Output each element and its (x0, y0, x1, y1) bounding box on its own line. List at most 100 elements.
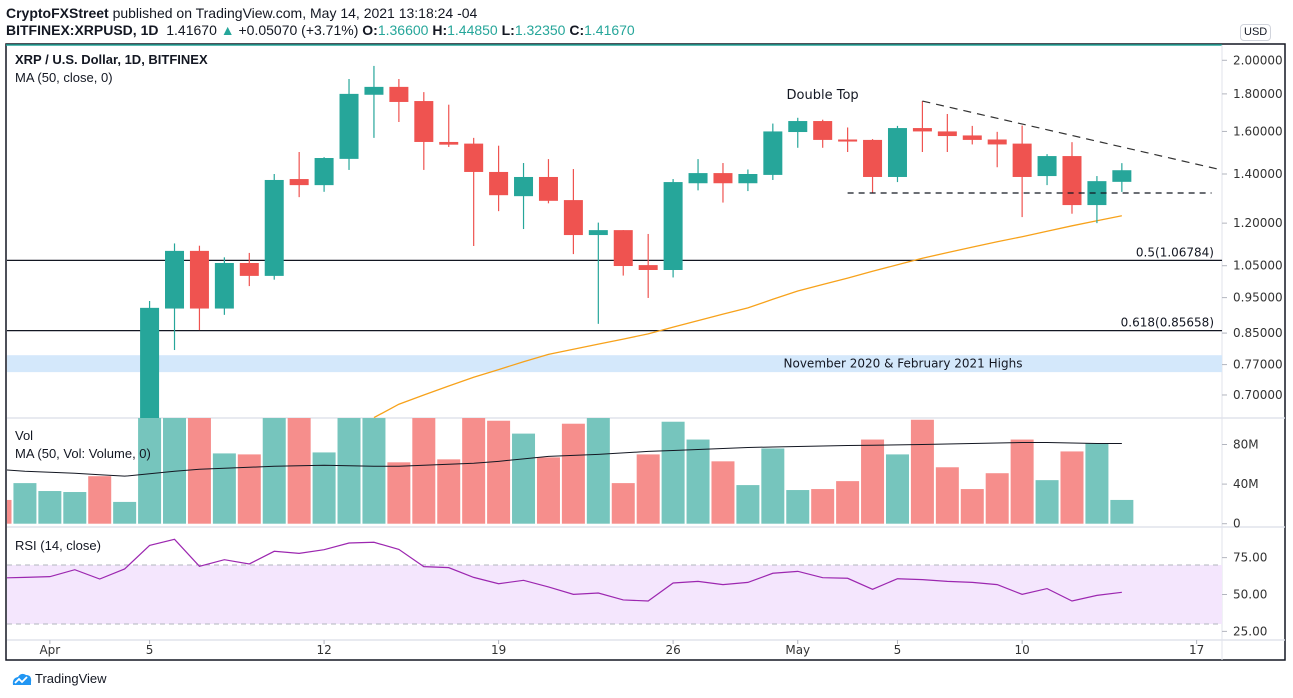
volume-bar (88, 476, 112, 524)
zone-label: November 2020 & February 2021 Highs (784, 357, 1023, 371)
open-label: O: (362, 22, 378, 38)
candle-body (1112, 170, 1132, 182)
candle-body (264, 179, 284, 276)
candle-body (1037, 156, 1057, 177)
candle-body (1012, 143, 1032, 177)
volume-bar (412, 418, 436, 524)
volume-bar (163, 418, 187, 524)
price-change: +0.05070 (+3.71%) (238, 22, 359, 38)
volume-bar (960, 489, 984, 524)
price-tick-label: 0.77000 (1233, 358, 1283, 372)
low-value: 1.32350 (514, 22, 566, 38)
candle-down (1062, 142, 1082, 214)
candle-body (863, 139, 883, 177)
volume-ma-line (7, 442, 1122, 477)
candle-body (239, 262, 259, 276)
volume-bar (910, 419, 934, 524)
price-tick-label: 0.70000 (1233, 388, 1283, 402)
rsi-band (7, 565, 1222, 624)
up-triangle-icon: ▲ (220, 22, 235, 38)
high-value: 1.44850 (447, 22, 498, 38)
candle-down (538, 159, 558, 204)
candle-down (239, 252, 259, 287)
candle-body (489, 171, 509, 196)
candle-body (663, 182, 683, 270)
symbol-quote-line: BITFINEX:XRPUSD, 1D 1.41670 ▲ +0.05070 (… (6, 22, 635, 38)
fib-level-label: 0.5(1.06784) (1136, 245, 1214, 259)
volume-bar (113, 501, 137, 524)
volume-bar (536, 457, 560, 524)
currency-badge[interactable]: USD (1240, 24, 1272, 41)
candle-body (464, 143, 484, 172)
ma50-line (373, 215, 1122, 418)
volume-bar (636, 454, 660, 524)
volume-bar (1110, 499, 1134, 524)
volume-bar (212, 453, 236, 524)
double-top-annotation: Double Top (787, 88, 859, 103)
volume-bar (885, 454, 909, 524)
candle-down (638, 233, 658, 298)
last-price: 1.41670 (166, 22, 217, 38)
candle-down (414, 92, 434, 170)
published-text: published on TradingView.com, May 14, 20… (112, 5, 478, 21)
volume-ma-legend: MA (50, Vol: Volume, 0) (15, 446, 151, 461)
volume-bar (362, 418, 386, 524)
candle-body (214, 262, 234, 309)
high-label: H: (432, 22, 448, 38)
ma-legend: MA (50, close, 0) (15, 70, 113, 85)
candle-body (638, 265, 658, 270)
price-tick-label: 0.85000 (1233, 326, 1283, 340)
candle-up (1087, 176, 1107, 224)
candle-up (663, 179, 683, 278)
chart-title: XRP / U.S. Dollar, 1D, BITFINEX (15, 52, 208, 67)
volume-bar (13, 483, 37, 524)
publish-info: CryptoFXStreet published on TradingView.… (6, 5, 477, 21)
time-tick-label: Apr (39, 643, 60, 657)
fib-level-label: 0.618(0.85658) (1121, 316, 1214, 330)
volume-bar (1060, 451, 1084, 524)
candle-up (688, 159, 708, 191)
resistance-zone (7, 355, 1222, 373)
volume-bar (861, 439, 885, 524)
volume-bar (935, 467, 959, 524)
volume-bar (7, 499, 12, 524)
volume-bar (611, 483, 635, 524)
volume-tick-label: 40M (1233, 477, 1259, 491)
rsi-line (7, 538, 1122, 602)
open-value: 1.36600 (377, 22, 429, 38)
time-tick-label: 26 (665, 643, 680, 657)
volume-pane (7, 418, 1134, 524)
volume-bar (686, 439, 710, 524)
volume-bar (786, 490, 810, 524)
candle-up (1112, 163, 1132, 192)
candle-body (339, 93, 359, 159)
low-label: L: (501, 22, 515, 38)
volume-bar (138, 418, 162, 524)
candle-down (389, 79, 409, 123)
candle-up (514, 163, 534, 230)
close-label: C: (569, 22, 585, 38)
candle-up (588, 222, 608, 324)
candle-body (887, 128, 907, 177)
footer-brand[interactable]: TradingView (12, 671, 107, 686)
rsi-tick-label: 50.00 (1233, 588, 1267, 602)
candle-down (439, 104, 459, 147)
descending-trendline (922, 100, 1222, 171)
candle-down (813, 119, 833, 148)
candle-down (863, 139, 883, 193)
price-pane: November 2020 & February 2021 Highs 0.5(1… (7, 65, 1222, 418)
time-tick-label: May (785, 643, 810, 657)
volume-bar (661, 421, 685, 524)
rsi-tick-label: 75.00 (1233, 551, 1267, 565)
price-tick-label: 1.20000 (1233, 216, 1283, 230)
candle-body (962, 135, 982, 140)
candle-up (165, 243, 185, 351)
volume-bar (811, 489, 835, 524)
price-tick-label: 0.95000 (1233, 291, 1283, 305)
candle-body (1087, 181, 1107, 206)
candle-down (563, 169, 583, 255)
candle-body (738, 174, 758, 184)
candle-body (937, 131, 957, 137)
volume-bar (1035, 480, 1059, 524)
